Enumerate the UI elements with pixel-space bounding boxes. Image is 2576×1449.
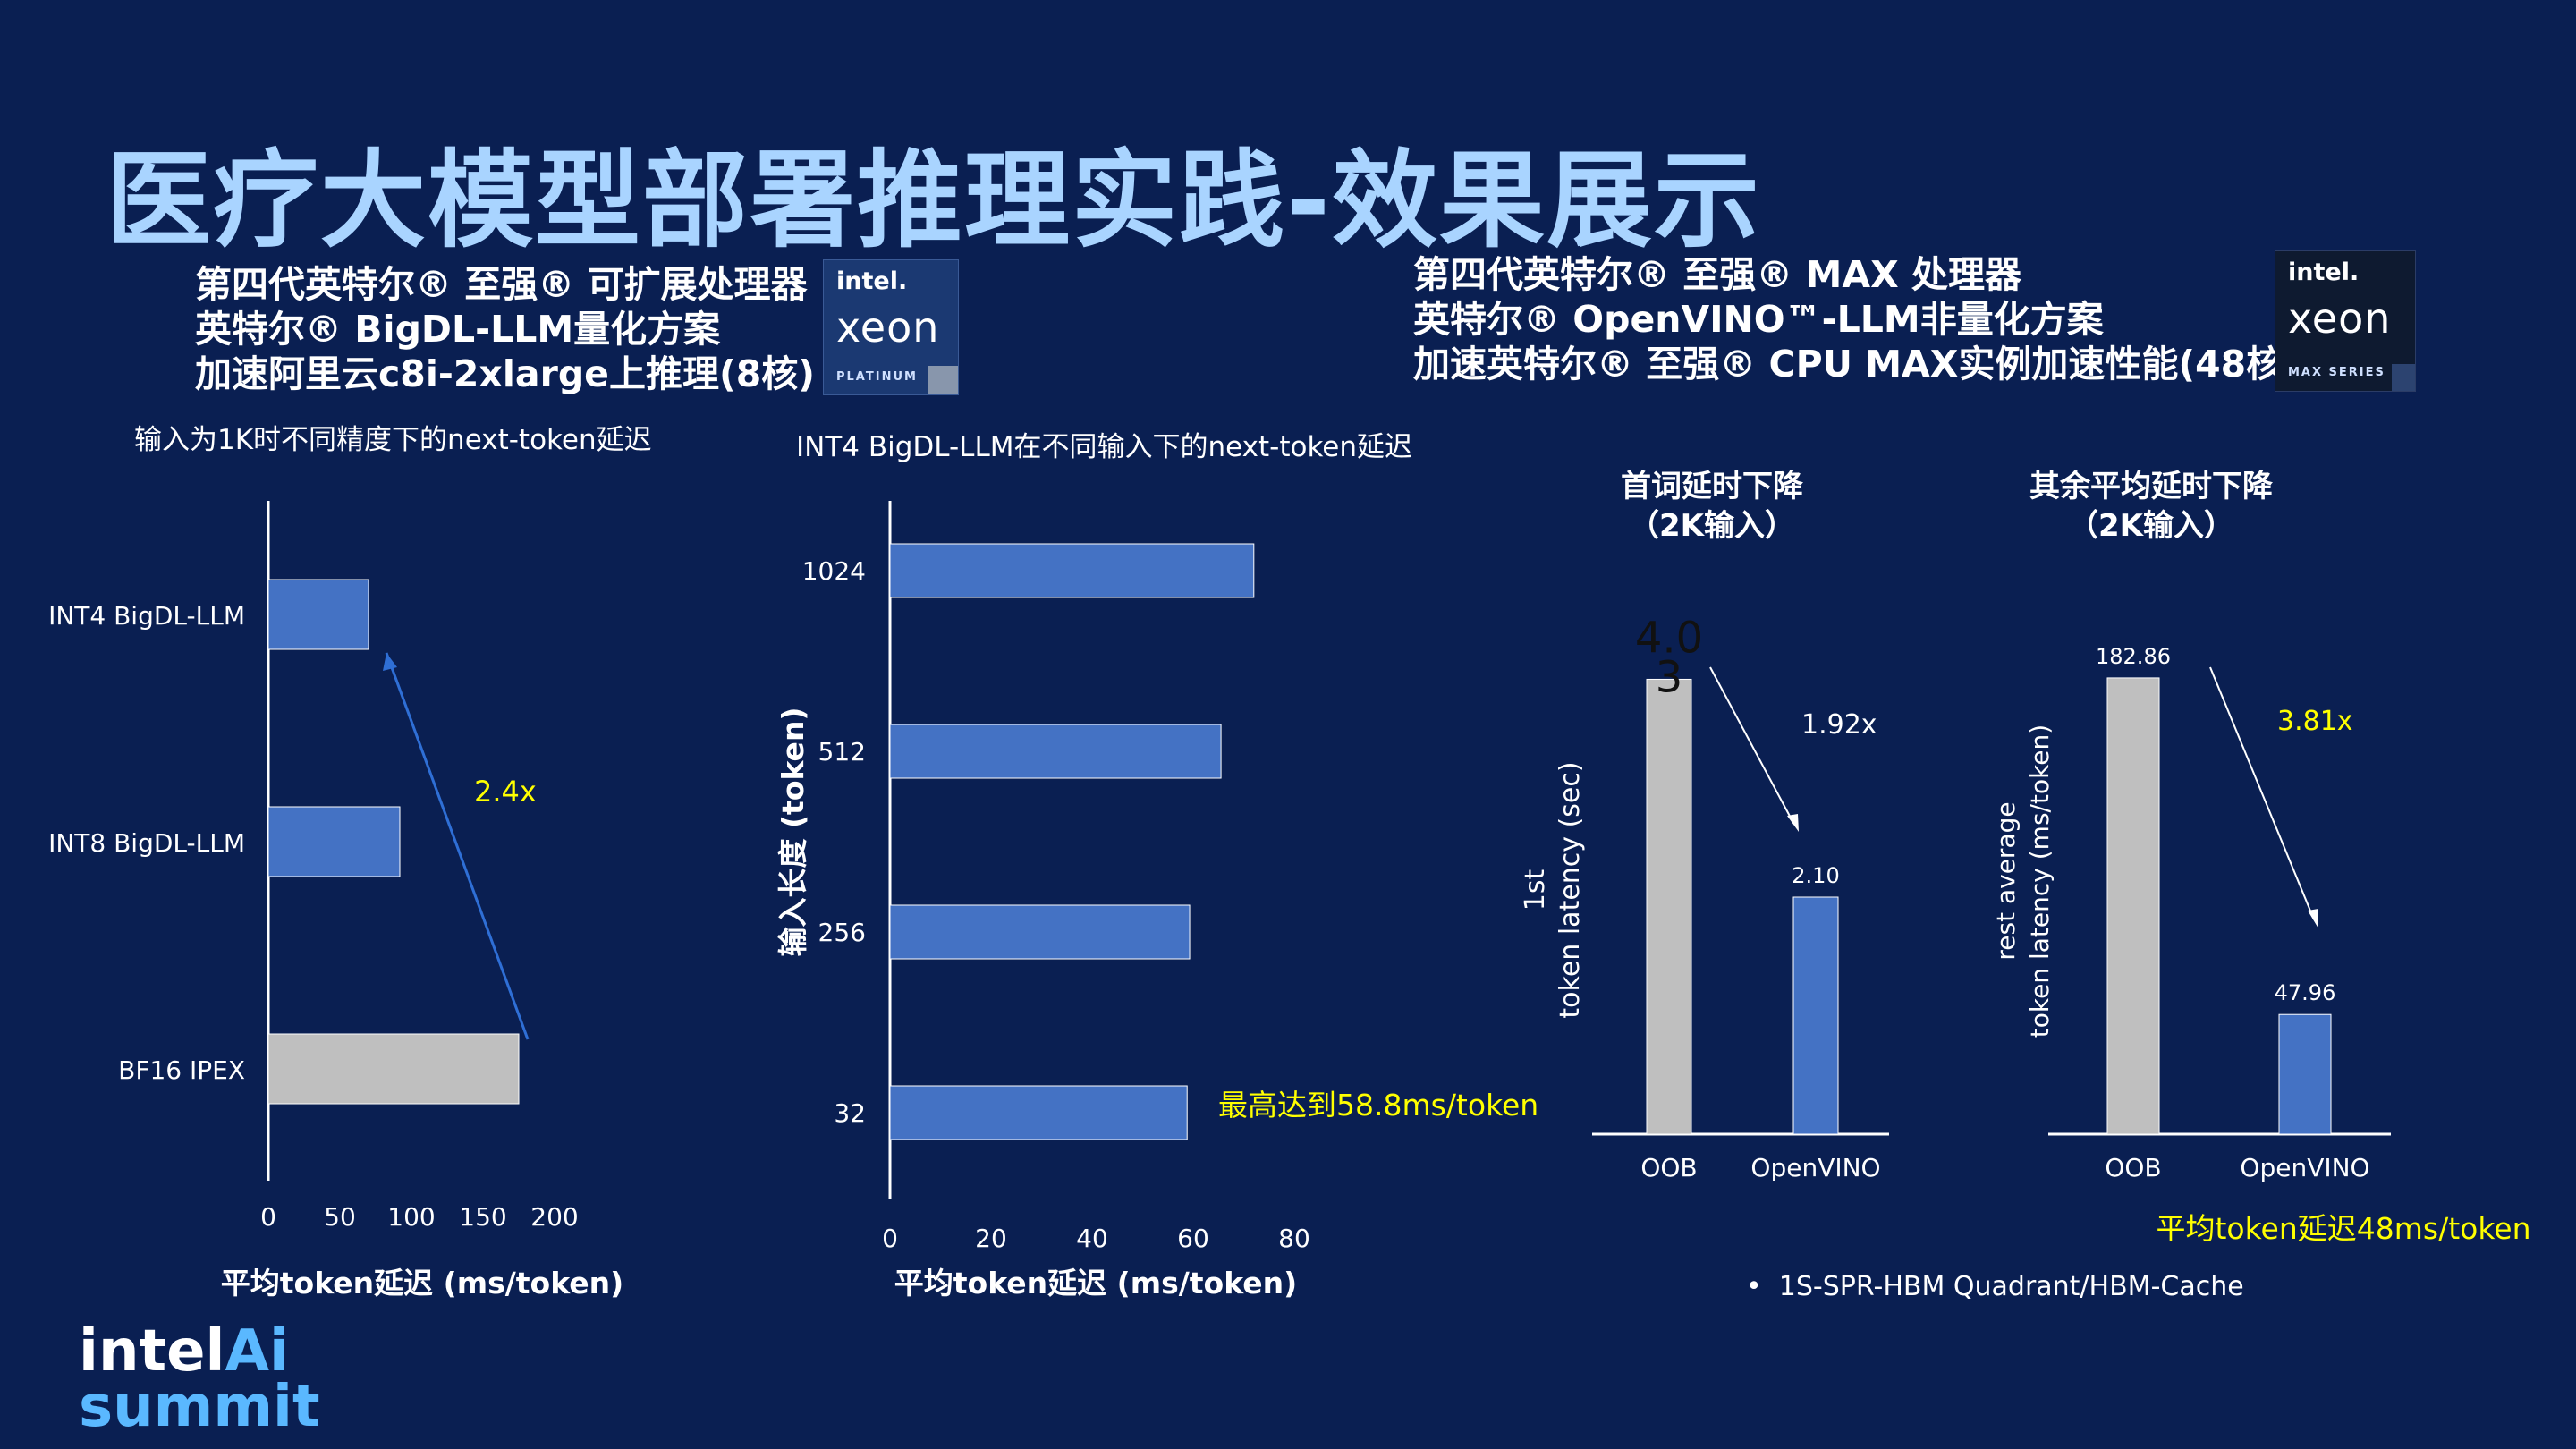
right-header-line-3: 加速英特尔® 至强® CPU MAX实例加速性能(48核) (1413, 343, 2300, 386)
chart1-xlabel: 平均token延迟 (ms/token) (221, 1266, 624, 1301)
chart3-ylabel-1: 1st (1520, 869, 1551, 911)
logo-ai: Ai (225, 1318, 289, 1385)
chart4-trend-arrow (2209, 666, 2315, 920)
left-header-line-2: 英特尔® BigDL-LLM量化方案 (195, 308, 721, 351)
left-header-line-3: 加速阿里云c8i-2xlarge上推理(8核) (195, 352, 815, 395)
chart3-ylabel-2: token latency (sec) (1555, 761, 1586, 1018)
chart3-trend-arrow (1709, 666, 1794, 824)
chart4-data-label: 182.86 (2096, 644, 2171, 669)
chart4-bar (2278, 1013, 2332, 1135)
chart1-bar (267, 1033, 520, 1105)
chart4-ylabel-1: rest average (1991, 801, 2021, 960)
xeon-max-badge: intel. xeon MAX SERIES (2275, 250, 2416, 392)
chart1-bar (267, 579, 369, 650)
chart-precision-latency: 输入为1K时不同精度下的next-token延迟 INT4 BigDL-LLM I… (48, 424, 652, 1301)
chart4-annotation: 3.81x (2277, 706, 2353, 737)
chart2-category-label: 512 (818, 737, 866, 767)
chart2-title: INT4 BigDL-LLM在不同输入下的next-token延迟 (796, 431, 1412, 463)
chart4-data-label: 47.96 (2275, 980, 2336, 1005)
chart1-trend-arrow (385, 652, 530, 1040)
chart2-xtick-label: 0 (882, 1224, 898, 1253)
slide-title: 医疗大模型部署推理实践-效果展示 (106, 139, 1761, 262)
badge-tier: PLATINUM (836, 370, 918, 384)
chart3-data-label: 2.10 (1792, 863, 1839, 888)
chart4-title: 其余平均延时下降（2K输入） (2029, 469, 2274, 544)
chart1-category-label: BF16 IPEX (118, 1055, 245, 1085)
badge-brand: intel. (836, 267, 908, 295)
badge-corner (2392, 364, 2415, 391)
intel-ai-summit-logo: intelAi summit (79, 1323, 320, 1440)
chart3-bar (1646, 678, 1692, 1135)
chart1-xtick-label: 150 (459, 1202, 506, 1232)
chart1-arrow-head (383, 653, 397, 671)
chart-rest-token-latency: 其余平均延时下降（2K输入） rest average token latenc… (1991, 469, 2531, 1246)
chart1-xtick-label: 100 (387, 1202, 435, 1232)
chart4-arrow-head (2308, 909, 2318, 928)
chart2-annotation: 最高达到58.8ms/token (1218, 1088, 1538, 1123)
chart-input-length-latency: INT4 BigDL-LLM在不同输入下的next-token延迟 1024 51… (775, 431, 1538, 1301)
chart1-xtick-label: 50 (324, 1202, 356, 1232)
badge-tier: MAX SERIES (2288, 366, 2385, 379)
right-header-line-1: 第四代英特尔® 至强® MAX 处理器 (1413, 253, 2021, 296)
chart4-category-label: OpenVINO (2240, 1153, 2369, 1182)
xeon-platinum-badge: intel. xeon PLATINUM (823, 259, 959, 395)
chart-first-token-latency: 首词延时下降（2K输入） 1st token latency (sec) 4.0… (1520, 469, 1889, 1181)
chart3-arrow-head (1787, 814, 1799, 832)
right-header: 第四代英特尔® 至强® MAX 处理器 英特尔® OpenVINO™-LLM非量… (1413, 252, 2300, 386)
footnote: • 1S-SPR-HBM Quadrant/HBM-Cache (1746, 1271, 2244, 1302)
chart2-bar (889, 724, 1222, 779)
chart2-bar (889, 904, 1191, 960)
chart1-category-label: INT8 BigDL-LLM (48, 828, 245, 858)
chart2-category-label: 1024 (802, 556, 866, 586)
left-header-line-1: 第四代英特尔® 至强® 可扩展处理器 (195, 263, 808, 306)
chart1-category-label: INT4 BigDL-LLM (48, 601, 245, 631)
chart4-category-label: OOB (2105, 1153, 2161, 1182)
logo-intel: intel (79, 1318, 225, 1385)
chart2-category-label: 256 (818, 918, 866, 947)
chart4-bar (2106, 677, 2160, 1135)
chart2-category-label: 32 (834, 1098, 866, 1128)
chart3-data-label: 4.0 3 (1635, 613, 1703, 702)
chart2-xtick-label: 40 (1076, 1224, 1108, 1253)
chart3-bar (1792, 896, 1839, 1135)
chart2-xtick-label: 20 (975, 1224, 1007, 1253)
left-header: 第四代英特尔® 至强® 可扩展处理器 英特尔® BigDL-LLM量化方案 加速… (195, 262, 815, 396)
chart1-title: 输入为1K时不同精度下的next-token延迟 (134, 424, 652, 456)
chart4-caption: 平均token延迟48ms/token (2156, 1211, 2530, 1246)
badge-product: xeon (2288, 294, 2392, 343)
badge-brand: intel. (2288, 258, 2360, 286)
chart4-ylabel-2: token latency (ms/token) (2025, 724, 2055, 1038)
chart2-ylabel: 输入长度 (token) (775, 707, 810, 956)
chart2-xlabel: 平均token延迟 (ms/token) (894, 1266, 1298, 1301)
chart1-bar (267, 806, 401, 877)
chart3-annotation: 1.92x (1801, 709, 1877, 741)
logo-summit: summit (79, 1374, 320, 1440)
chart1-xtick-label: 200 (530, 1202, 578, 1232)
bullet-dot: • (1746, 1271, 1779, 1302)
right-header-line-2: 英特尔® OpenVINO™-LLM非量化方案 (1413, 298, 2104, 341)
chart1-annotation: 2.4x (474, 775, 537, 809)
chart2-xtick-label: 80 (1278, 1224, 1310, 1253)
chart2-xtick-label: 60 (1177, 1224, 1209, 1253)
badge-product: xeon (836, 303, 940, 352)
chart2-bar (889, 543, 1255, 598)
chart1-xtick-label: 0 (260, 1202, 276, 1232)
chart3-category-label: OpenVINO (1750, 1153, 1880, 1181)
chart3-title: 首词延时下降（2K输入） (1621, 469, 1804, 544)
chart3-category-label: OOB (1640, 1153, 1697, 1181)
chart2-bar (889, 1085, 1188, 1140)
badge-corner (928, 366, 958, 394)
footnote-text: 1S-SPR-HBM Quadrant/HBM-Cache (1778, 1271, 2244, 1302)
